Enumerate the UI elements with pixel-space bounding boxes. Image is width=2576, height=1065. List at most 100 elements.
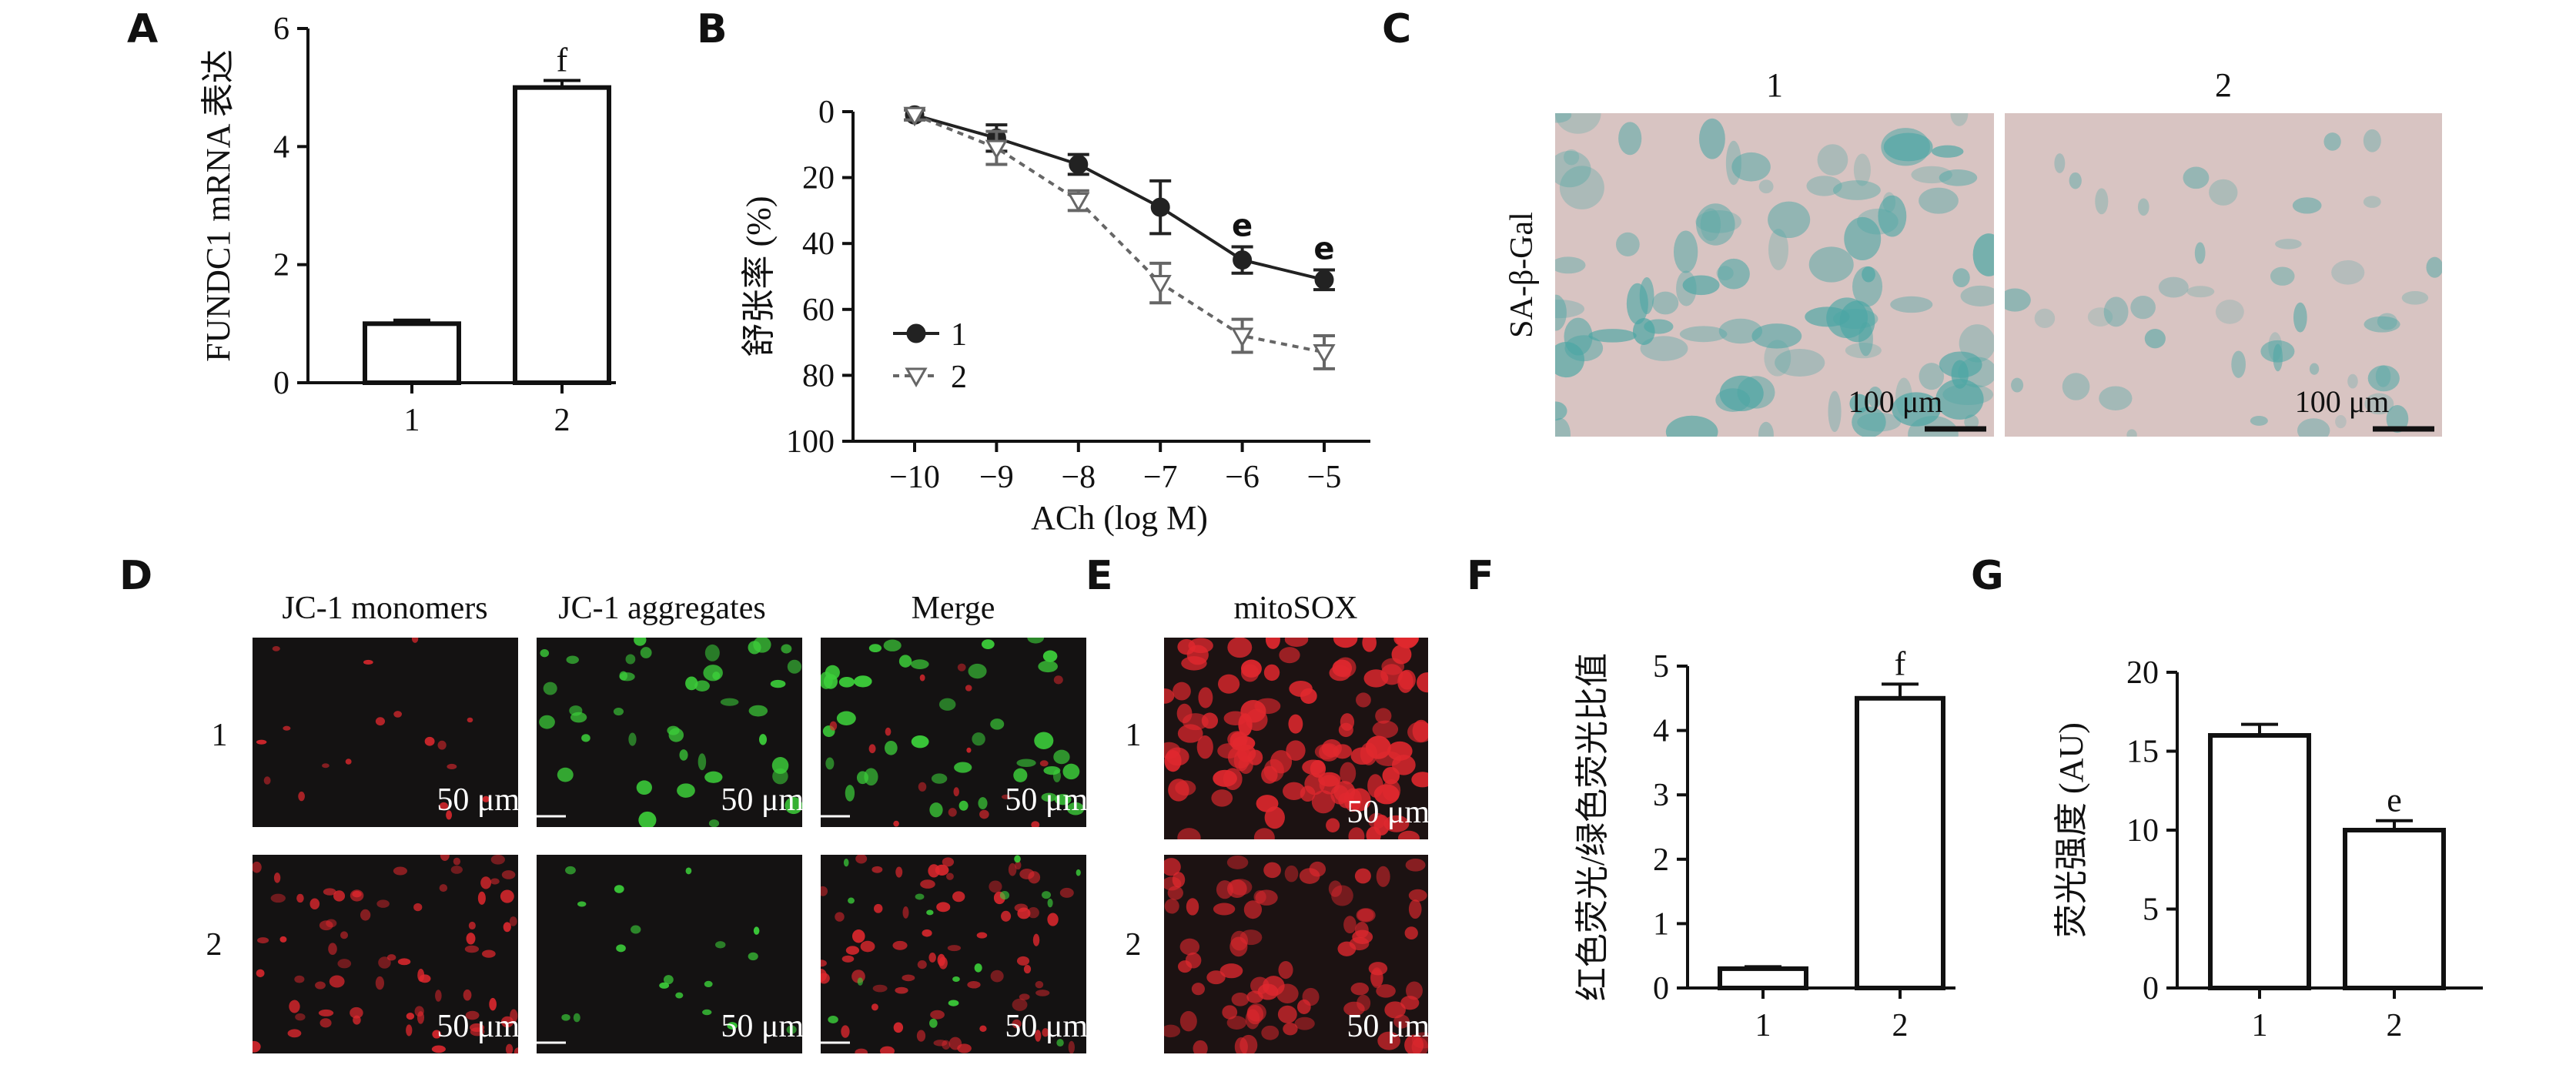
sa-gal-stain-spot — [1768, 229, 1789, 270]
sa-gal-stain-spot — [2364, 316, 2400, 333]
red-nucleus — [1366, 826, 1381, 839]
chart-f-bar-1 — [1718, 966, 1808, 991]
sa-gal-stain-spot — [1731, 152, 1771, 182]
red-nucleus — [1319, 743, 1340, 762]
red-cell — [990, 970, 1004, 983]
red-cell — [337, 959, 352, 969]
chart-b-y-tick-label: 20 — [802, 161, 835, 196]
red-nucleus — [1219, 963, 1243, 979]
red-cell — [294, 975, 305, 983]
panel-d-scale-bars: 50 μm 50 μm 50 μm 50 μm 50 μm 50 μm — [437, 782, 1134, 1044]
red-nucleus — [1226, 1016, 1247, 1030]
green-cell — [539, 715, 555, 729]
red-cell — [505, 1043, 514, 1053]
sa-gal-stain-spot — [2377, 313, 2397, 330]
red-nucleus — [1198, 687, 1213, 708]
red-nucleus — [1372, 720, 1399, 738]
red-nucleus — [1349, 936, 1370, 951]
chart-b-legend-label-1: 1 — [951, 317, 967, 353]
sa-gal-stain-spot — [1932, 145, 1964, 158]
green-cell — [753, 926, 760, 935]
red-cell — [253, 1040, 261, 1053]
red-nucleus — [1263, 664, 1280, 682]
red-cell — [378, 956, 391, 969]
panel-letter-c: C — [1382, 6, 1411, 52]
panel-d-scale-1-label: 50 μm — [437, 782, 520, 818]
green-cell — [616, 944, 626, 953]
red-cell — [979, 809, 989, 819]
mitosox-cells-2 — [1164, 855, 1428, 1053]
sa-gal-stain-spot — [2209, 179, 2238, 206]
red-cell — [885, 727, 892, 736]
green-cell — [668, 728, 684, 742]
sa-gal-stain-spot — [1832, 180, 1881, 200]
sa-gal-stain-spot — [1960, 285, 1994, 306]
red-cell — [468, 921, 476, 930]
red-cell — [948, 1037, 962, 1050]
red-nucleus — [1179, 938, 1200, 956]
red-cell — [257, 937, 269, 944]
chart-g-y-tick-label: 20 — [2126, 655, 2159, 691]
chart-b-series-2-point — [903, 106, 926, 127]
red-cell — [1019, 993, 1030, 1000]
sa-gal-stain-spot — [2401, 290, 2429, 305]
sa-gal-stain-spot — [1564, 149, 1580, 166]
panel-e-scale-bars: 50 μm 50 μm — [1347, 795, 1476, 1044]
red-nucleus — [1245, 1009, 1260, 1030]
red-nucleus — [1284, 865, 1299, 882]
red-cell — [868, 744, 876, 754]
sa-gal-stain-spot — [1911, 166, 1952, 184]
sa-gal-stain-spot — [2364, 393, 2394, 415]
red-cell — [919, 674, 925, 682]
red-cell — [439, 802, 449, 811]
red-nucleus — [1211, 789, 1233, 807]
green-cell — [720, 698, 739, 706]
red-cell — [514, 1047, 518, 1053]
sa-gal-stain-spot — [1919, 363, 1945, 390]
red-cell — [289, 1000, 300, 1013]
red-cell — [393, 711, 403, 718]
red-cell — [874, 903, 883, 913]
sa-gal-stain-spot — [1808, 246, 1854, 283]
green-cell — [685, 676, 698, 691]
panel-c-col-1-label: 1 — [1766, 66, 1783, 104]
sa-gal-stain-spot — [1695, 209, 1741, 233]
chart-a-y-tick-label: 0 — [273, 366, 289, 401]
sa-gal-stain-spot — [1676, 270, 1697, 306]
panel-c-row-label: SA-β-Gal — [1504, 212, 1540, 338]
red-cell — [829, 721, 838, 731]
red-cell — [466, 933, 476, 945]
chart-a-bar-2 — [513, 85, 611, 386]
red-cell — [902, 974, 915, 982]
red-cell — [835, 912, 845, 922]
red-nucleus — [1350, 983, 1369, 996]
red-cell — [1001, 794, 1011, 799]
green-cell — [990, 718, 1005, 730]
green-cell — [843, 859, 849, 867]
red-cell — [323, 888, 336, 896]
red-cell — [1008, 862, 1017, 876]
green-cell — [786, 1025, 797, 1034]
red-cell — [345, 759, 352, 765]
green-cell — [702, 1009, 712, 1016]
panel-d-scale-2-label: 50 μm — [721, 782, 804, 818]
red-nucleus — [1365, 735, 1391, 759]
panel-d-scale-5-label: 50 μm — [721, 1009, 804, 1044]
red-nucleus — [1309, 861, 1326, 877]
sa-gal-stain-spot — [2293, 302, 2307, 333]
red-cell — [855, 855, 868, 864]
green-cell — [704, 771, 723, 783]
panel-d-scale-6-label: 50 μm — [1005, 1009, 1088, 1044]
red-nucleus — [1311, 790, 1336, 814]
red-cell — [467, 717, 473, 723]
red-cell — [272, 646, 280, 651]
chart-b-series-1-point — [1150, 197, 1170, 217]
panel-d-col-1-label: JC-1 monomers — [282, 591, 487, 626]
sa-gal-stain-spot — [2231, 350, 2246, 378]
red-cell — [976, 932, 988, 939]
red-cell — [937, 953, 945, 966]
red-nucleus — [1227, 638, 1253, 658]
sa-gal-stain-spot — [2194, 242, 2206, 264]
red-cell — [916, 1030, 926, 1042]
green-cell — [577, 901, 587, 907]
